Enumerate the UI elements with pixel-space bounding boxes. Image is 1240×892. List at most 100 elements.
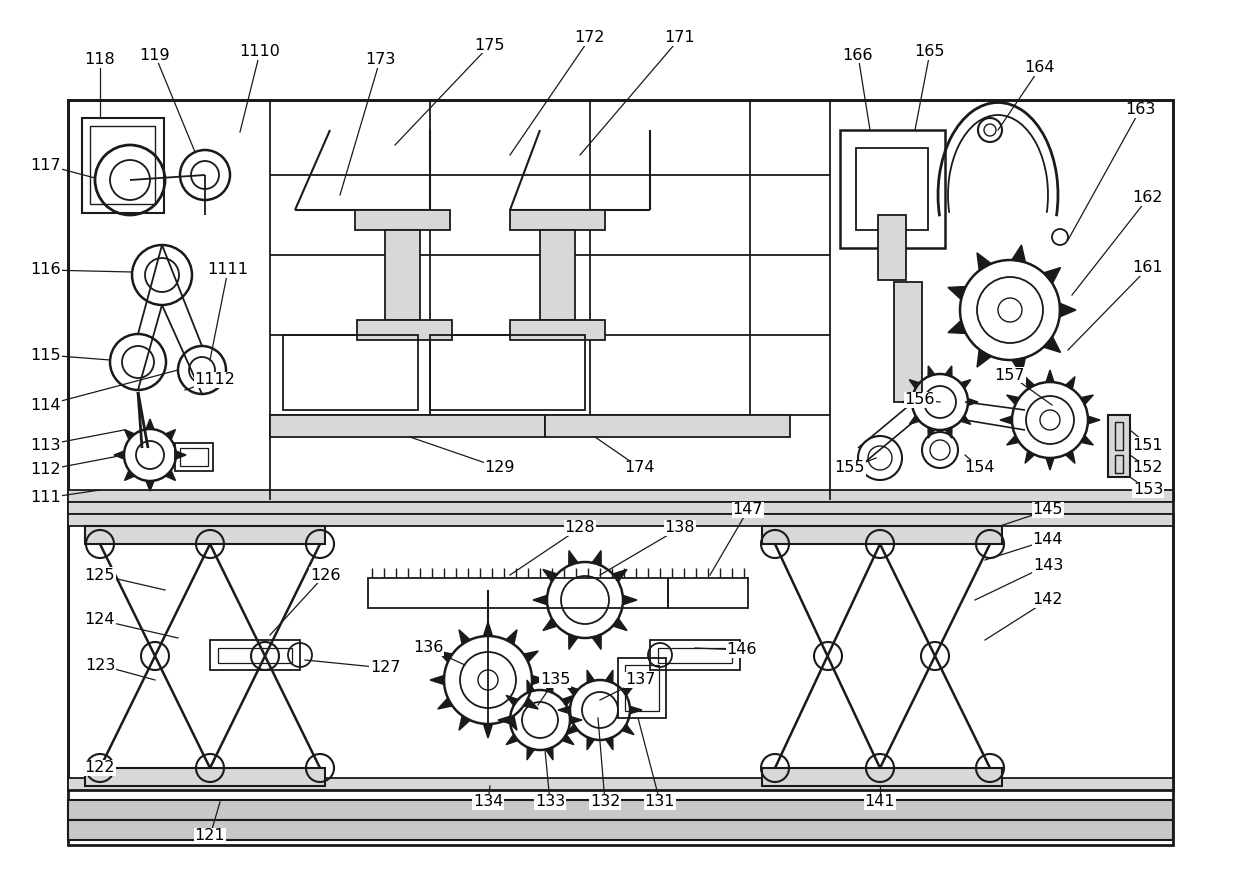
Text: 155: 155 — [835, 460, 866, 475]
Text: 119: 119 — [140, 47, 170, 62]
Bar — [270, 415, 546, 437]
Polygon shape — [909, 380, 920, 389]
Polygon shape — [506, 630, 517, 644]
Polygon shape — [114, 451, 124, 459]
Polygon shape — [527, 747, 534, 760]
Polygon shape — [523, 698, 538, 709]
Bar — [658, 648, 732, 663]
Polygon shape — [1047, 458, 1054, 470]
Polygon shape — [1065, 376, 1075, 389]
Bar — [210, 640, 300, 670]
Polygon shape — [949, 286, 966, 300]
Polygon shape — [977, 252, 991, 270]
Bar — [68, 514, 1173, 526]
Polygon shape — [613, 569, 627, 582]
Polygon shape — [1012, 245, 1025, 262]
Bar — [68, 514, 1173, 790]
Text: 133: 133 — [534, 795, 565, 810]
Bar — [839, 130, 945, 248]
Polygon shape — [1025, 450, 1034, 463]
Text: 173: 173 — [365, 53, 396, 68]
Polygon shape — [165, 430, 175, 440]
Text: 174: 174 — [625, 460, 655, 475]
Text: 128: 128 — [564, 521, 595, 535]
Text: 123: 123 — [84, 657, 115, 673]
Polygon shape — [506, 715, 517, 731]
Text: 137: 137 — [625, 673, 655, 688]
Text: 141: 141 — [864, 795, 895, 810]
Polygon shape — [928, 427, 935, 438]
Polygon shape — [484, 622, 492, 636]
Bar — [218, 648, 291, 663]
Text: 113: 113 — [31, 437, 61, 452]
Text: 111: 111 — [31, 491, 61, 506]
Polygon shape — [1025, 376, 1034, 389]
Bar — [539, 230, 575, 320]
Polygon shape — [506, 734, 518, 745]
Polygon shape — [622, 595, 637, 605]
Bar — [668, 578, 748, 608]
Text: 154: 154 — [965, 460, 996, 475]
Polygon shape — [977, 350, 991, 368]
Polygon shape — [999, 416, 1012, 424]
Polygon shape — [1043, 268, 1060, 284]
Bar — [355, 210, 450, 230]
Polygon shape — [146, 481, 154, 491]
Text: 166: 166 — [843, 47, 873, 62]
Polygon shape — [1059, 303, 1076, 317]
Text: 118: 118 — [84, 53, 115, 68]
Bar — [384, 230, 420, 320]
Polygon shape — [1043, 336, 1060, 352]
Polygon shape — [928, 366, 935, 376]
Polygon shape — [506, 695, 518, 706]
Bar — [1115, 422, 1123, 450]
Bar — [856, 148, 928, 230]
Bar — [650, 640, 740, 670]
Bar — [357, 320, 453, 340]
Text: 161: 161 — [1132, 260, 1163, 276]
Text: 152: 152 — [1133, 460, 1163, 475]
Polygon shape — [569, 716, 582, 723]
Bar — [180, 448, 208, 466]
Polygon shape — [1065, 450, 1075, 463]
Bar — [546, 415, 790, 437]
Text: 127: 127 — [370, 660, 401, 675]
Polygon shape — [593, 550, 601, 566]
Text: 142: 142 — [1033, 592, 1063, 607]
Text: 171: 171 — [665, 30, 696, 45]
Polygon shape — [587, 737, 594, 750]
Polygon shape — [1007, 395, 1019, 405]
Bar — [283, 335, 418, 410]
Text: 1112: 1112 — [195, 373, 236, 387]
Text: 116: 116 — [31, 262, 61, 277]
Bar — [510, 210, 605, 230]
Polygon shape — [438, 651, 453, 662]
Bar — [894, 282, 923, 402]
Polygon shape — [562, 695, 574, 706]
Polygon shape — [459, 630, 470, 644]
Text: 156: 156 — [905, 392, 935, 408]
Polygon shape — [562, 734, 574, 745]
Text: 151: 151 — [1132, 437, 1163, 452]
Polygon shape — [498, 716, 510, 723]
Polygon shape — [961, 380, 971, 389]
Polygon shape — [438, 698, 453, 709]
Text: 147: 147 — [733, 502, 764, 517]
Text: 172: 172 — [575, 30, 605, 45]
Polygon shape — [569, 550, 578, 566]
Polygon shape — [1081, 395, 1094, 405]
Polygon shape — [533, 595, 547, 605]
Polygon shape — [558, 706, 570, 714]
Text: 162: 162 — [1133, 191, 1163, 205]
Bar — [625, 665, 658, 711]
Text: 129: 129 — [485, 460, 516, 475]
Text: 134: 134 — [472, 795, 503, 810]
Text: 135: 135 — [539, 673, 570, 688]
Polygon shape — [176, 451, 186, 459]
Polygon shape — [605, 670, 613, 683]
Text: 157: 157 — [994, 368, 1025, 383]
Text: 165: 165 — [915, 45, 945, 60]
Polygon shape — [593, 634, 601, 649]
Polygon shape — [587, 670, 594, 683]
Bar — [510, 320, 605, 340]
